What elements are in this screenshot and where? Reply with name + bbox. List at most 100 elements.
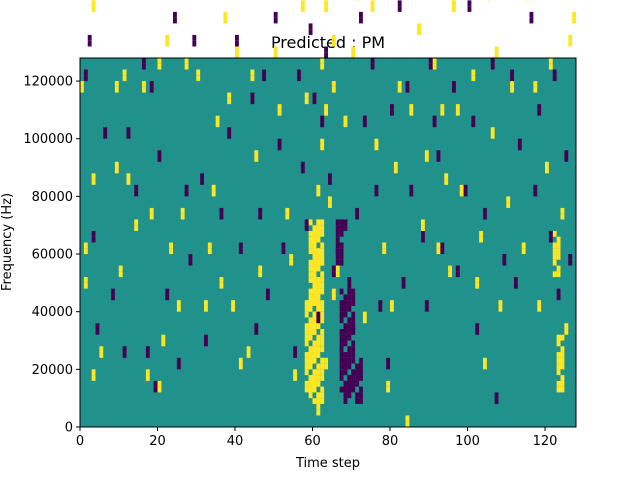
heatmap-cell-high xyxy=(308,265,313,272)
heatmap-cell-high xyxy=(320,219,325,226)
heatmap-cell-high xyxy=(362,311,367,318)
heatmap-cell-high xyxy=(312,317,317,324)
heatmap-cell-high xyxy=(176,300,181,306)
y-tick-label: 20000 xyxy=(32,363,73,378)
heatmap-cell-low xyxy=(157,156,162,162)
heatmap-cell-low xyxy=(277,144,282,151)
y-tick-label: 40000 xyxy=(32,305,73,320)
heatmap-cell-high xyxy=(308,375,313,381)
heatmap-cell-high xyxy=(285,213,290,220)
heatmap-cell-high xyxy=(335,265,340,272)
heatmap-cell-high xyxy=(312,277,317,283)
heatmap-cell-low xyxy=(343,300,348,306)
heatmap-cell-high xyxy=(320,369,325,376)
heatmap-cell-low xyxy=(347,277,352,283)
heatmap-cell-low xyxy=(533,184,538,191)
heatmap-cell-low xyxy=(235,40,239,47)
heatmap-cell-low xyxy=(490,58,495,64)
heatmap-cell-high xyxy=(204,300,208,306)
heatmap-cell-high xyxy=(142,86,146,93)
heatmap-cell-high xyxy=(560,213,565,220)
heatmap-cell-low xyxy=(347,386,352,393)
heatmap-cell-low xyxy=(502,254,507,260)
heatmap-cell-high xyxy=(320,144,325,151)
heatmap-cell-low xyxy=(176,357,181,364)
heatmap-cell-low xyxy=(91,236,96,243)
heatmap-cell-high xyxy=(250,75,255,82)
heatmap-cell-high xyxy=(273,52,278,58)
heatmap-cell-high xyxy=(506,202,511,208)
heatmap-cell-high xyxy=(424,150,429,157)
heatmap-cell-low xyxy=(359,357,363,364)
heatmap-cell-low xyxy=(343,225,348,231)
heatmap-cell-high xyxy=(254,150,259,157)
heatmap-cell-high xyxy=(83,242,88,249)
heatmap-cell-low xyxy=(266,288,270,295)
heatmap-cell-high xyxy=(331,294,336,301)
heatmap-cell-high xyxy=(556,363,561,370)
heatmap-cell-high xyxy=(421,225,425,231)
heatmap-cell-low xyxy=(320,121,325,128)
heatmap-cell-low xyxy=(339,242,344,249)
heatmap-cell-high xyxy=(320,242,325,249)
heatmap-cell-high xyxy=(308,305,313,312)
heatmap-cell-low xyxy=(238,242,243,249)
heatmap-cell-low xyxy=(359,398,363,404)
heatmap-cell-low xyxy=(548,230,553,237)
heatmap-cell-high xyxy=(351,52,356,58)
heatmap-cell-high xyxy=(180,207,185,214)
heatmap-cell-low xyxy=(347,380,352,387)
heatmap-cell-high xyxy=(397,81,402,87)
heatmap-cell-high xyxy=(312,369,317,376)
heatmap-cell-high xyxy=(316,323,321,329)
heatmap-cell-low xyxy=(347,323,352,329)
heatmap-cell-high xyxy=(409,104,414,110)
heatmap-cell-high xyxy=(114,86,119,93)
heatmap-cell-high xyxy=(312,398,317,404)
heatmap-cell-low xyxy=(312,92,317,99)
heatmap-cell-high xyxy=(556,352,561,358)
heatmap-cell-low xyxy=(339,225,344,231)
heatmap-cell-low xyxy=(103,132,108,139)
heatmap-cell-low xyxy=(343,323,348,329)
heatmap-cell-high xyxy=(320,363,325,370)
heatmap-cell-high xyxy=(308,230,313,237)
heatmap-cell-high xyxy=(312,265,317,272)
heatmap-cell-low xyxy=(339,352,344,358)
heatmap-cell-low xyxy=(103,127,108,133)
heatmap-cell-high xyxy=(289,254,294,260)
heatmap-cell-low xyxy=(339,248,344,255)
heatmap-cell-low xyxy=(475,328,480,335)
heatmap-cell-high xyxy=(328,196,332,203)
heatmap-cell-high xyxy=(421,219,425,226)
heatmap-cell-high xyxy=(277,104,282,110)
heatmap-cell-high xyxy=(521,248,526,255)
heatmap-cell-low xyxy=(176,363,181,370)
heatmap-cell-low xyxy=(537,109,542,116)
heatmap-cell-low xyxy=(455,265,460,272)
heatmap-cell-low xyxy=(145,346,150,353)
heatmap-cell-high xyxy=(390,305,394,312)
heatmap-cell-high xyxy=(304,380,309,387)
heatmap-cell-low xyxy=(552,69,557,76)
heatmap-cell-high xyxy=(91,179,96,185)
heatmap-cell-high xyxy=(382,242,387,249)
heatmap-cell-high xyxy=(145,375,150,381)
y-tick-label: 120000 xyxy=(23,75,73,90)
heatmap-cell-low xyxy=(351,340,356,347)
heatmap-cell-high xyxy=(331,81,336,87)
heatmap-cell-high xyxy=(316,369,321,376)
heatmap-cell-high xyxy=(91,0,96,7)
heatmap-cell-low xyxy=(359,369,363,376)
heatmap-cell-low xyxy=(339,254,344,260)
heatmap-cell-low xyxy=(351,386,356,393)
heatmap-cell-high xyxy=(308,236,313,243)
heatmap-cell-high xyxy=(312,357,317,364)
heatmap-cell-high xyxy=(556,369,561,376)
heatmap-cell-high xyxy=(308,334,313,341)
heatmap-cell-high xyxy=(312,311,317,318)
heatmap-cell-high xyxy=(320,225,325,231)
heatmap-cell-high xyxy=(560,375,565,381)
heatmap-cell-high xyxy=(308,294,313,301)
heatmap-cell-low xyxy=(235,34,239,41)
